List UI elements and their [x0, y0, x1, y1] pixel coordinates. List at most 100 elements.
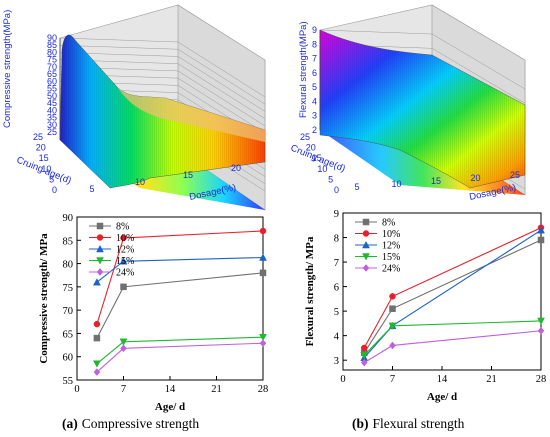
- z-axis-label: Compressive strength(MPa): [2, 10, 13, 128]
- data-point-marker: [259, 269, 267, 277]
- z-tick-label: 45: [47, 98, 57, 108]
- legend-label: 8%: [382, 218, 395, 229]
- z-tick-label: 60: [47, 76, 57, 86]
- data-point-marker: [120, 283, 127, 291]
- legend-label: 15%: [382, 252, 400, 263]
- z-axis-label: Flexural strength(MPa): [298, 21, 309, 118]
- legend-entry: 15%: [355, 252, 400, 263]
- x-tick-label: 21: [211, 384, 222, 395]
- cure-tick-label: 0: [52, 185, 57, 195]
- y-tick-label: 5: [334, 307, 339, 318]
- data-point-marker: [96, 257, 104, 265]
- y-tick-label: 55: [63, 376, 74, 387]
- data-point-marker: [120, 344, 127, 353]
- caption-a-prefix: (a): [62, 416, 78, 431]
- y-tick-label: 3: [334, 356, 339, 367]
- z-tick-label: 70: [47, 62, 57, 72]
- data-point-marker: [362, 264, 370, 272]
- z-tick-label: 55: [47, 84, 57, 94]
- z-tick-labels: 2 3 4 5 6 7 8 9: [312, 25, 317, 135]
- z-tick-label: 30: [47, 120, 57, 130]
- legend-label: 15%: [116, 256, 134, 267]
- legend-label: 12%: [116, 245, 134, 256]
- y-axis-label: Compressive strength/ MPa: [38, 233, 50, 364]
- data-point-marker: [362, 253, 370, 261]
- dose-tick-label: 15: [431, 176, 441, 186]
- z-tick-label: 6: [312, 68, 317, 78]
- x-tick-label: 7: [390, 374, 395, 385]
- dose-tick-label: 5: [89, 184, 94, 194]
- y-tick-label: 70: [63, 306, 74, 317]
- z-tick-label: 65: [47, 69, 57, 79]
- cure-tick-label: 5: [328, 174, 333, 184]
- legend-label: 10%: [382, 229, 400, 240]
- dose-tick-label: 25: [510, 170, 520, 180]
- cure-tick-label: 25: [33, 132, 43, 142]
- data-point-marker: [389, 293, 396, 300]
- data-point-marker: [96, 234, 104, 241]
- legend-entry: 12%: [355, 241, 400, 252]
- legend-label: 12%: [382, 241, 400, 252]
- x-tick-label: 14: [437, 374, 448, 385]
- caption-b-text: Flexural strength: [373, 416, 465, 431]
- z-tick-label: 2: [312, 125, 317, 135]
- wall-gridline: [177, 77, 266, 134]
- caption-b: (b) Flexural strength: [352, 416, 465, 431]
- cure-tick-label: 5: [49, 174, 54, 184]
- x-tick-label: 7: [121, 384, 126, 395]
- dose-tick-label: 15: [183, 170, 193, 180]
- cure-tick-label: 15: [312, 153, 322, 163]
- cure-tick-label: 15: [39, 153, 49, 163]
- data-point-marker: [259, 339, 267, 348]
- x-tick-label: 28: [536, 374, 547, 385]
- z-tick-label: 9: [312, 25, 317, 35]
- y-tick-label: 80: [63, 260, 74, 271]
- cure-tick-label: 25: [300, 132, 310, 142]
- legend-entry: 15%: [89, 256, 134, 267]
- data-point-marker: [362, 240, 370, 249]
- z-tick-label: 4: [312, 96, 317, 106]
- x-tick-label: 28: [258, 384, 269, 395]
- series-8%: [93, 269, 267, 342]
- data-point-marker: [388, 322, 397, 330]
- x-axis-label: Age/ d: [427, 391, 457, 403]
- data-point-marker: [360, 352, 369, 360]
- line-chart-flexural: 0 7 14 21 28 3 4 5 6 7 8 9 Age/ d Flexural strength/ …: [304, 209, 546, 403]
- data-point-marker: [93, 368, 101, 376]
- z-tick-label: 40: [47, 105, 57, 115]
- dose-tick-labels: 5 10 15 20: [89, 163, 241, 194]
- dose-tick-labels: 5 10 15 20 25: [354, 170, 520, 192]
- data-point-marker: [537, 226, 545, 234]
- legend-entry: 24%: [89, 268, 134, 279]
- legend-entry: 12%: [89, 245, 134, 256]
- z-tick-label: 90: [47, 33, 57, 43]
- y-tick-label: 4: [334, 332, 340, 343]
- line-chart-compressive: 0 7 14 21 28 55 60 65 70 75 80 85 90 Age/ d Compressiv…: [38, 213, 268, 413]
- data-point-marker: [93, 320, 101, 328]
- data-point-marker: [360, 344, 368, 352]
- data-point-marker: [362, 230, 370, 237]
- z-tick-label: 25: [47, 127, 57, 137]
- y-tick-label: 60: [63, 353, 74, 364]
- y-tick-label: 75: [63, 283, 74, 294]
- series-12%: [93, 253, 267, 286]
- data-point-marker: [96, 268, 104, 276]
- cure-tick-label: 0: [334, 185, 339, 195]
- y-tick-label: 85: [63, 236, 74, 247]
- caption-a: (a) Compressive strength: [62, 416, 199, 431]
- wall-gridline: [177, 70, 266, 127]
- series-line: [96, 272, 264, 339]
- series-15%: [360, 317, 545, 360]
- caption-b-prefix: (b): [352, 416, 369, 431]
- y-tick-label: 6: [334, 283, 339, 294]
- series-24%: [360, 326, 545, 367]
- wall-gridline: [319, 29, 433, 35]
- series-15%: [93, 333, 267, 368]
- z-tick-label: 80: [47, 47, 57, 57]
